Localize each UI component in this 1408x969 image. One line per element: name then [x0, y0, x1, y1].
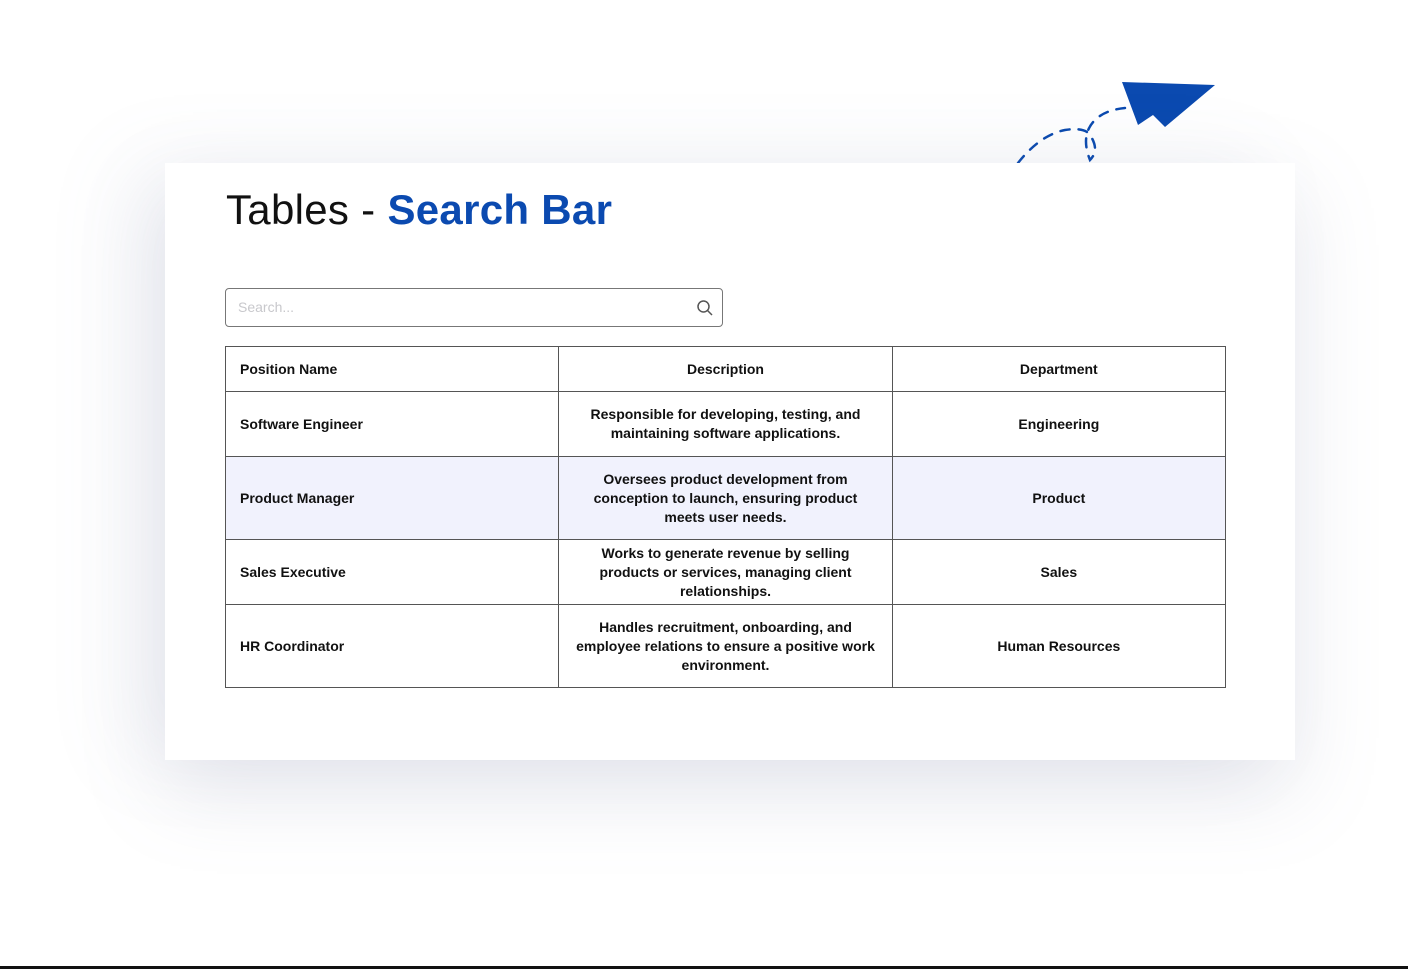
cell-department: Product	[891, 456, 1227, 540]
cell-department: Engineering	[891, 391, 1227, 457]
table-row-highlighted: Product Manager Oversees product develop…	[224, 456, 1227, 540]
search-icon[interactable]	[696, 299, 714, 317]
cell-position: HR Coordinator	[224, 604, 560, 688]
cell-description: Responsible for developing, testing, and…	[558, 391, 893, 457]
search-input[interactable]	[226, 289, 690, 325]
cell-position: Software Engineer	[224, 391, 560, 457]
positions-table: Position Name Description Department Sof…	[224, 346, 1227, 688]
header-department: Department	[891, 346, 1227, 392]
table-row: Sales Executive Works to generate revenu…	[224, 539, 1227, 605]
paper-plane-icon	[1016, 82, 1215, 165]
page-title: Tables - Search Bar	[226, 186, 612, 234]
header-position-name: Position Name	[224, 346, 560, 392]
search-bar[interactable]	[225, 288, 723, 327]
table-row: Software Engineer Responsible for develo…	[224, 391, 1227, 457]
cell-position: Sales Executive	[224, 539, 560, 605]
cell-description: Handles recruitment, onboarding, and emp…	[558, 604, 893, 688]
table-row: HR Coordinator Handles recruitment, onbo…	[224, 604, 1227, 688]
cell-department: Human Resources	[891, 604, 1227, 688]
cell-department: Sales	[891, 539, 1227, 605]
cell-position: Product Manager	[224, 456, 560, 540]
cell-description: Works to generate revenue by selling pro…	[558, 539, 893, 605]
table-header-row: Position Name Description Department	[224, 346, 1227, 392]
title-accent: Search Bar	[387, 186, 613, 233]
bottom-divider	[0, 966, 1408, 969]
header-description: Description	[558, 346, 893, 392]
title-prefix: Tables -	[226, 186, 388, 233]
cell-description: Oversees product development from concep…	[558, 456, 893, 540]
